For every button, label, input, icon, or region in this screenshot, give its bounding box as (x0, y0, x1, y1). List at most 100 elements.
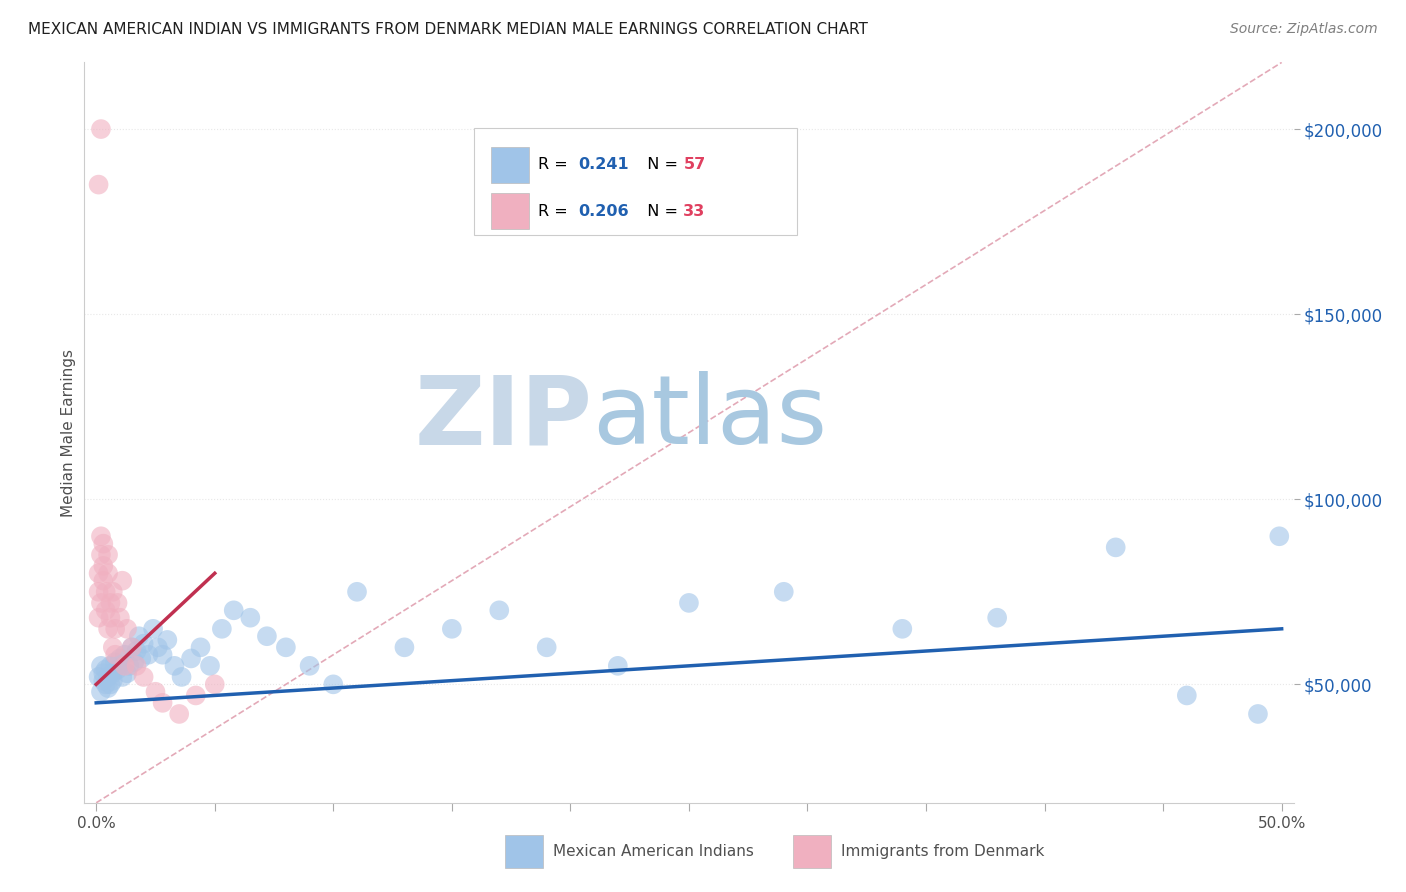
Point (1175, 689, 1198, 703)
Point (101, 584, 124, 599)
Point (118, 658, 141, 673)
Point (298, 658, 321, 673)
Text: MEXICAN AMERICAN INDIAN VS IMMIGRANTS FROM DENMARK MEDIAN MALE EARNINGS CORRELAT: MEXICAN AMERICAN INDIAN VS IMMIGRANTS FR… (28, 22, 868, 37)
Point (91, 558, 114, 573)
Point (100, 658, 122, 673)
Text: 0.206: 0.206 (578, 203, 628, 219)
Point (104, 655, 127, 669)
Point (1268, 529, 1291, 543)
Point (211, 622, 233, 636)
Y-axis label: Median Male Earnings: Median Male Earnings (60, 349, 76, 516)
Point (394, 640, 416, 655)
Point (772, 584, 794, 599)
Point (163, 658, 186, 673)
Point (108, 610, 131, 624)
Point (142, 622, 165, 636)
Point (198, 658, 221, 673)
Point (170, 670, 193, 684)
Text: Source: ZipAtlas.com: Source: ZipAtlas.com (1230, 22, 1378, 37)
Point (274, 640, 297, 655)
Point (97, 681, 120, 695)
Point (239, 610, 262, 624)
Text: Mexican American Indians: Mexican American Indians (553, 844, 754, 859)
Point (114, 658, 136, 673)
Point (121, 640, 143, 655)
Point (91, 574, 114, 588)
Point (138, 648, 160, 662)
Point (346, 584, 368, 599)
Point (678, 596, 700, 610)
Point (87, 610, 110, 624)
Text: 33: 33 (683, 203, 706, 219)
Text: atlas: atlas (592, 371, 827, 465)
Point (100, 610, 122, 624)
Text: 57: 57 (683, 157, 706, 172)
Point (101, 673, 124, 688)
Point (114, 648, 136, 662)
Point (167, 706, 190, 721)
Text: R =: R = (538, 203, 574, 219)
Point (108, 651, 131, 665)
Point (94, 584, 117, 599)
Point (100, 596, 122, 610)
Point (122, 655, 145, 669)
Point (152, 696, 174, 710)
Text: 0.241: 0.241 (578, 157, 628, 172)
Point (94, 663, 117, 677)
Point (222, 603, 245, 617)
Point (132, 670, 155, 684)
Point (90, 529, 112, 543)
Point (440, 622, 463, 636)
Point (125, 644, 148, 658)
Point (986, 610, 1008, 624)
Text: ZIP: ZIP (415, 371, 592, 465)
Point (97, 548, 120, 562)
Point (90, 685, 112, 699)
Point (87, 566, 110, 581)
Point (90, 548, 112, 562)
Point (90, 658, 112, 673)
Point (190, 640, 212, 655)
Point (104, 648, 127, 662)
Point (156, 632, 179, 647)
Point (91, 536, 114, 550)
Point (90, 596, 112, 610)
Point (97, 670, 120, 684)
Point (322, 677, 344, 691)
Point (101, 666, 124, 681)
Point (107, 596, 129, 610)
Point (1105, 541, 1128, 555)
Point (180, 651, 202, 665)
Point (104, 622, 127, 636)
Point (121, 640, 143, 655)
Text: Immigrants from Denmark: Immigrants from Denmark (841, 844, 1045, 859)
Point (536, 640, 558, 655)
Point (111, 574, 134, 588)
Point (184, 689, 207, 703)
Point (115, 666, 138, 681)
Point (256, 629, 278, 643)
Point (100, 677, 122, 691)
Point (87, 178, 110, 192)
Point (94, 603, 117, 617)
Point (488, 603, 510, 617)
Text: N =: N = (637, 203, 683, 219)
Point (87, 584, 110, 599)
Point (115, 622, 138, 636)
Point (204, 677, 226, 691)
Point (107, 663, 129, 677)
Point (91, 666, 114, 681)
Point (152, 648, 174, 662)
Point (90, 122, 112, 136)
Text: N =: N = (637, 157, 683, 172)
Point (1247, 706, 1270, 721)
Point (132, 637, 155, 651)
Point (125, 658, 148, 673)
Text: R =: R = (538, 157, 574, 172)
Point (606, 658, 628, 673)
Point (891, 622, 914, 636)
Point (145, 685, 167, 699)
Point (87, 670, 110, 684)
Point (129, 651, 152, 665)
Point (111, 670, 134, 684)
